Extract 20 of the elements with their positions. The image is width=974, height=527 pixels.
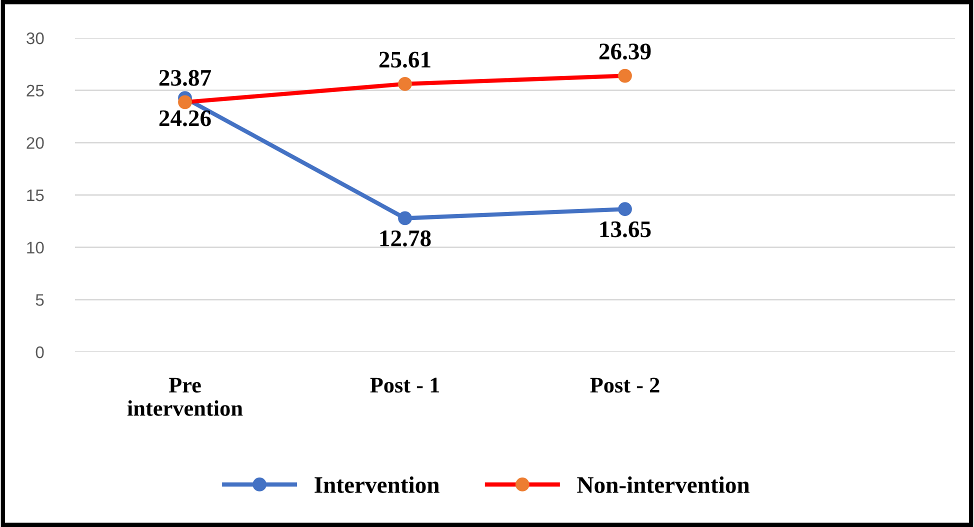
point [398,211,412,226]
y-tick-label: 5 [36,294,44,306]
y-tick-label: 25 [26,84,44,97]
x-tick-label: Pre intervention [127,378,243,416]
data-label: 12.78 [380,230,431,246]
data-label: 23.87 [159,70,211,86]
data-label: 26.39 [599,44,651,60]
data-label: 13.65 [600,221,651,238]
point [618,202,632,216]
x-tick-label: Post - 2 [590,378,660,393]
y-tick-label: 10 [27,242,44,254]
y-tick-label: 30 [26,32,44,44]
x-tick-label: Post - 1 [370,378,440,393]
data-label: 24.26 [159,110,211,126]
legend-label: Intervention [314,476,440,493]
y-tick-label: 15 [27,190,44,202]
y-tick-label: 0 [36,346,44,358]
y-tick-label: 20 [26,137,44,149]
data-label: 25.61 [379,52,430,68]
legend-label: Non-intervention [577,476,750,493]
